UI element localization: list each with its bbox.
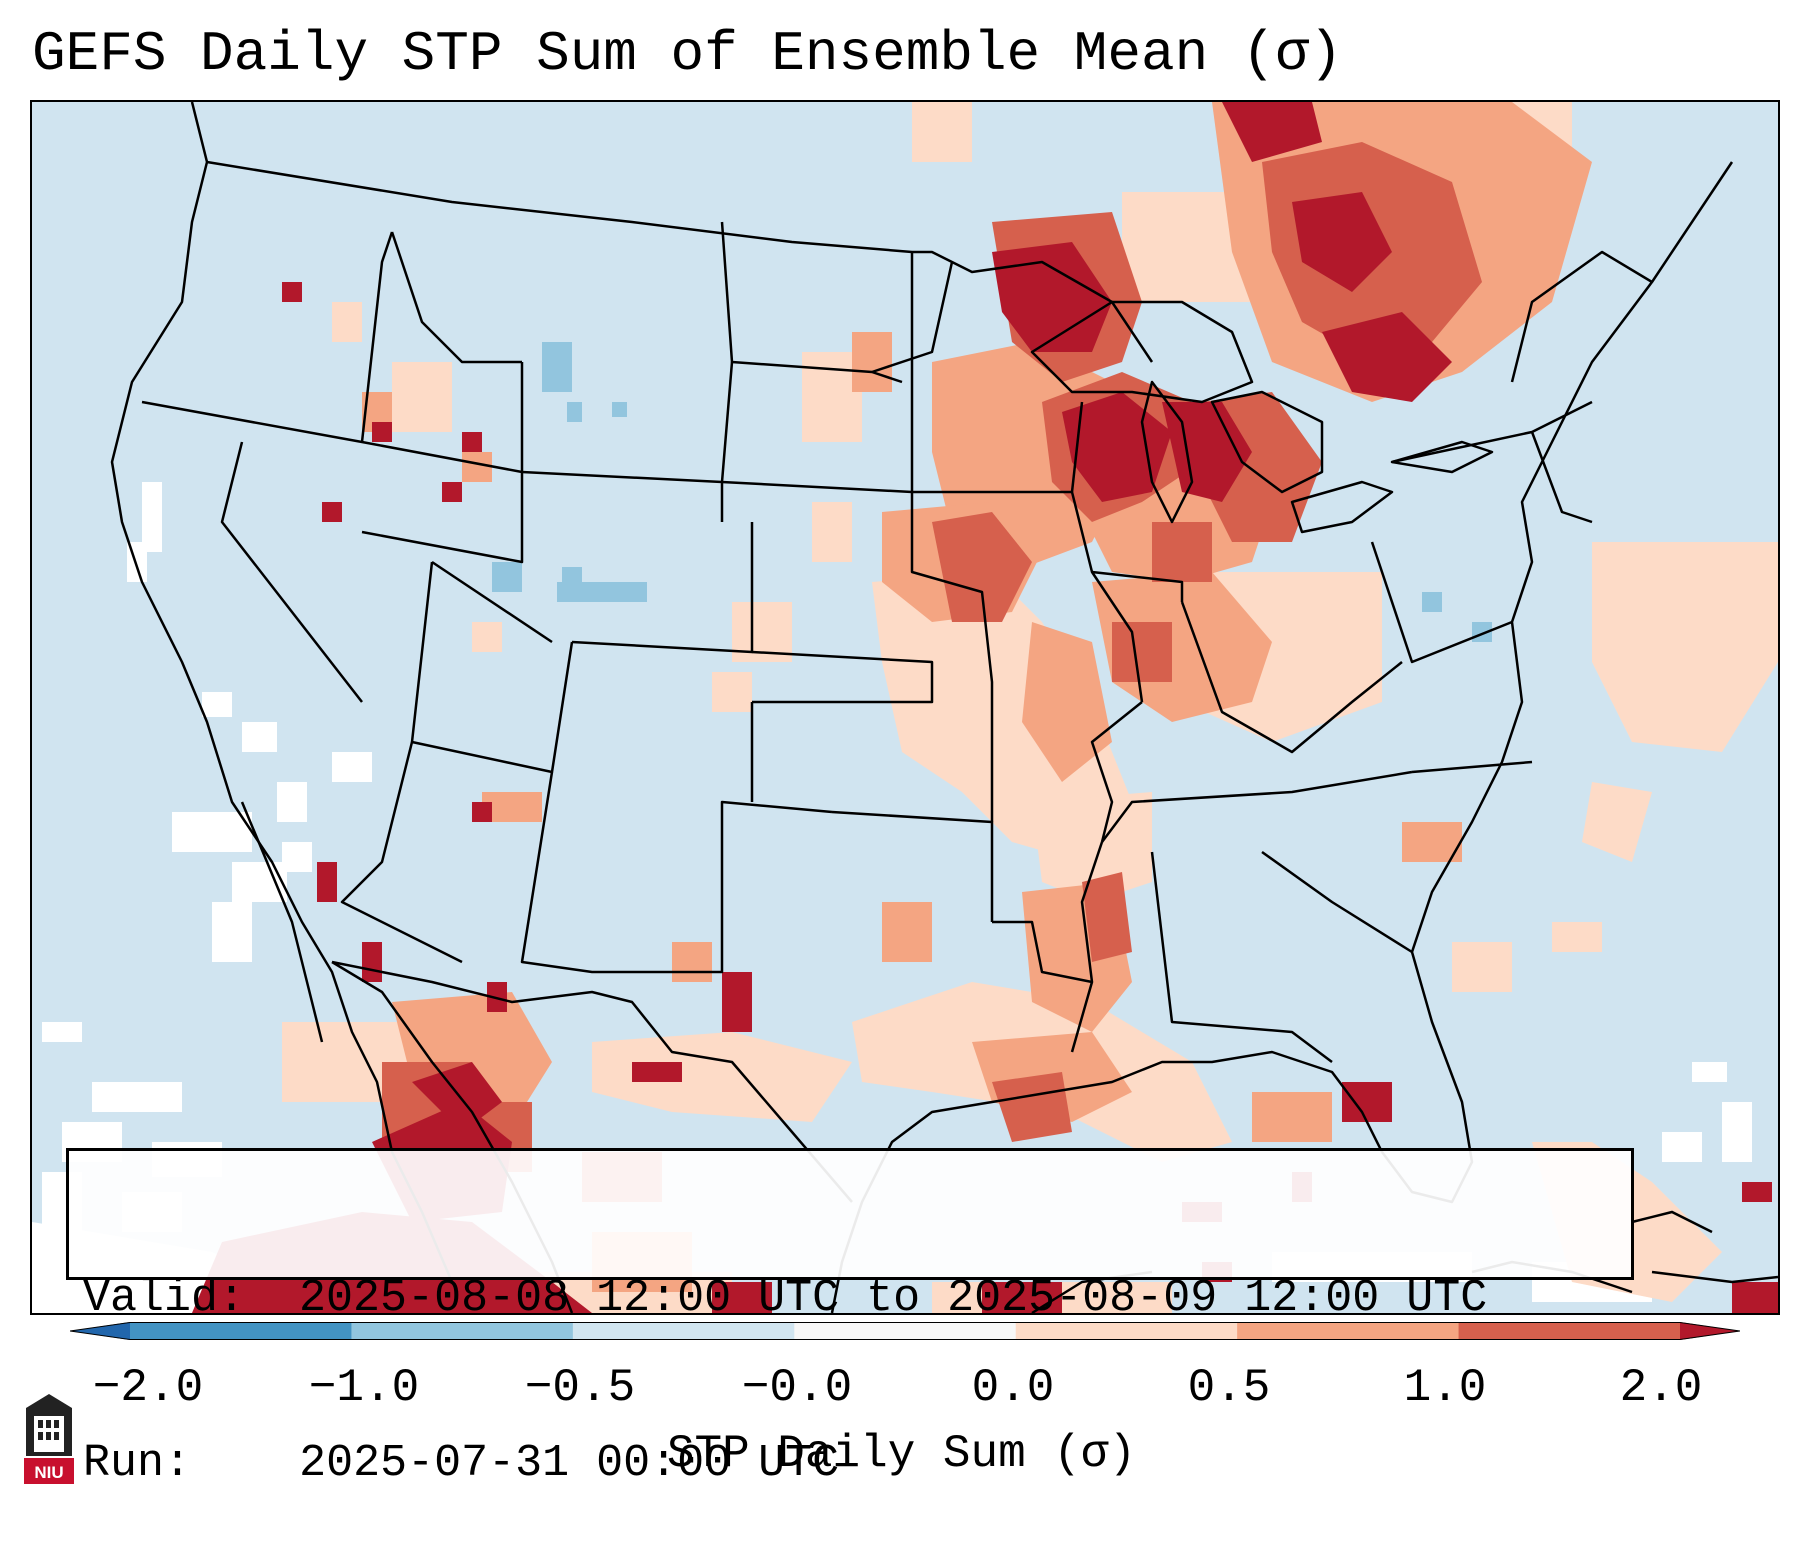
colorbar-bin [1237,1322,1460,1340]
state-line-id-wa [360,231,394,443]
colorbar-tick-label: −0.0 [741,1362,853,1414]
stp-field-negative [492,342,1492,642]
colorbar-tick-label: −2.0 [92,1362,204,1414]
colorbar-label: STP Daily Sum (σ) [666,1428,1137,1480]
state-line-az-nm [340,741,463,964]
colorbar-extend-high [1680,1322,1740,1340]
us-canada-border [206,160,1154,363]
state-line-pa-md [1370,541,1513,664]
state-line-sd-ne [720,361,913,494]
lake-huron [1210,390,1324,494]
state-line-nd-sd [720,221,903,384]
state-line-mn-nd [871,261,954,374]
map-title: GEFS Daily STP Sum of Ensemble Mean (σ) [32,22,1343,86]
colorbar-bin [1458,1322,1681,1340]
logo-text: NIU [34,1463,63,1482]
state-line-maine [1510,250,1653,383]
map-panel [30,100,1780,1315]
colorbar-extend-low [70,1322,130,1340]
colorbar-bin [351,1322,574,1340]
state-line-ms-al [1070,841,1104,1053]
colorbar-tick-label: −0.5 [524,1362,636,1414]
baja-coastline [240,801,324,1043]
state-line-nm-tx [520,771,833,974]
run-label: Run: [83,1438,192,1489]
colorbar-tick-label: 0.5 [1187,1362,1271,1414]
colorbar [70,1322,1740,1340]
lake-michigan [1140,380,1194,524]
valid-label: Valid: [83,1273,246,1324]
logo-text-background [24,1458,74,1484]
state-line-ky-tn [1101,770,1413,843]
pacific-coastline [110,102,454,1283]
colorbar-tick-label: −1.0 [308,1362,420,1414]
colorbar-bar [70,1322,1740,1340]
lake-ontario [1390,440,1494,474]
state-line-il-ky [1090,701,1143,843]
state-line-id-mt [390,231,522,364]
valid-row: Valid: 2025-08-08 12:00 UTC to 2025-08-0… [83,1271,1631,1326]
lake-erie [1290,480,1394,534]
state-line-ks-ne [751,650,934,704]
state-line-mn-ia-mo [910,252,994,822]
state-line-nh-ma [1530,431,1593,524]
state-line-al-ga-fl [1150,851,1333,1063]
political-boundaries [110,102,1734,1313]
colorbar-tick-label: 1.0 [1403,1362,1487,1414]
stp-map [32,102,1778,1313]
state-line-ar-la [992,920,1093,984]
state-line-ut-az [410,561,574,774]
colorbar-bin [572,1322,795,1340]
state-line-oh-wv [1180,601,1403,754]
niu-logo: NIU [22,1392,76,1486]
state-line-va-nc [1411,760,1533,774]
bahamas-coast [1631,1210,1713,1234]
run-row: Run: 2025-07-31 00:00 UTC [83,1436,1631,1491]
colorbar-tick-label: 2.0 [1619,1362,1703,1414]
run-value: 2025-07-31 00:00 UTC [299,1438,840,1489]
state-line-wi-mi [1070,401,1084,493]
hispaniola-coast [1651,1270,1778,1284]
state-line-in-oh [1091,570,1184,602]
us-mexico-border [331,960,853,1203]
colorbar-outline [70,1322,1740,1340]
stp-field-extreme [192,102,1778,1313]
valid-value: 2025-08-08 12:00 UTC to 2025-08-09 12:00… [299,1273,1488,1324]
niu-logo-mark: NIU [24,1394,74,1484]
state-line-ga-sc [1261,850,1413,954]
state-line-wy-id-ut [361,362,524,564]
valid-run-info-box: Valid: 2025-08-08 12:00 UTC to 2025-08-0… [66,1148,1634,1489]
colorbar-tick-label: 0.0 [971,1362,1055,1414]
state-line-ut-co [431,560,553,644]
colorbar-bin [794,1322,1017,1340]
lake-superior [1030,300,1254,404]
colorbar-bin [130,1322,352,1340]
state-line-ca-nv [220,441,363,703]
colorbar-bin [1015,1322,1238,1340]
